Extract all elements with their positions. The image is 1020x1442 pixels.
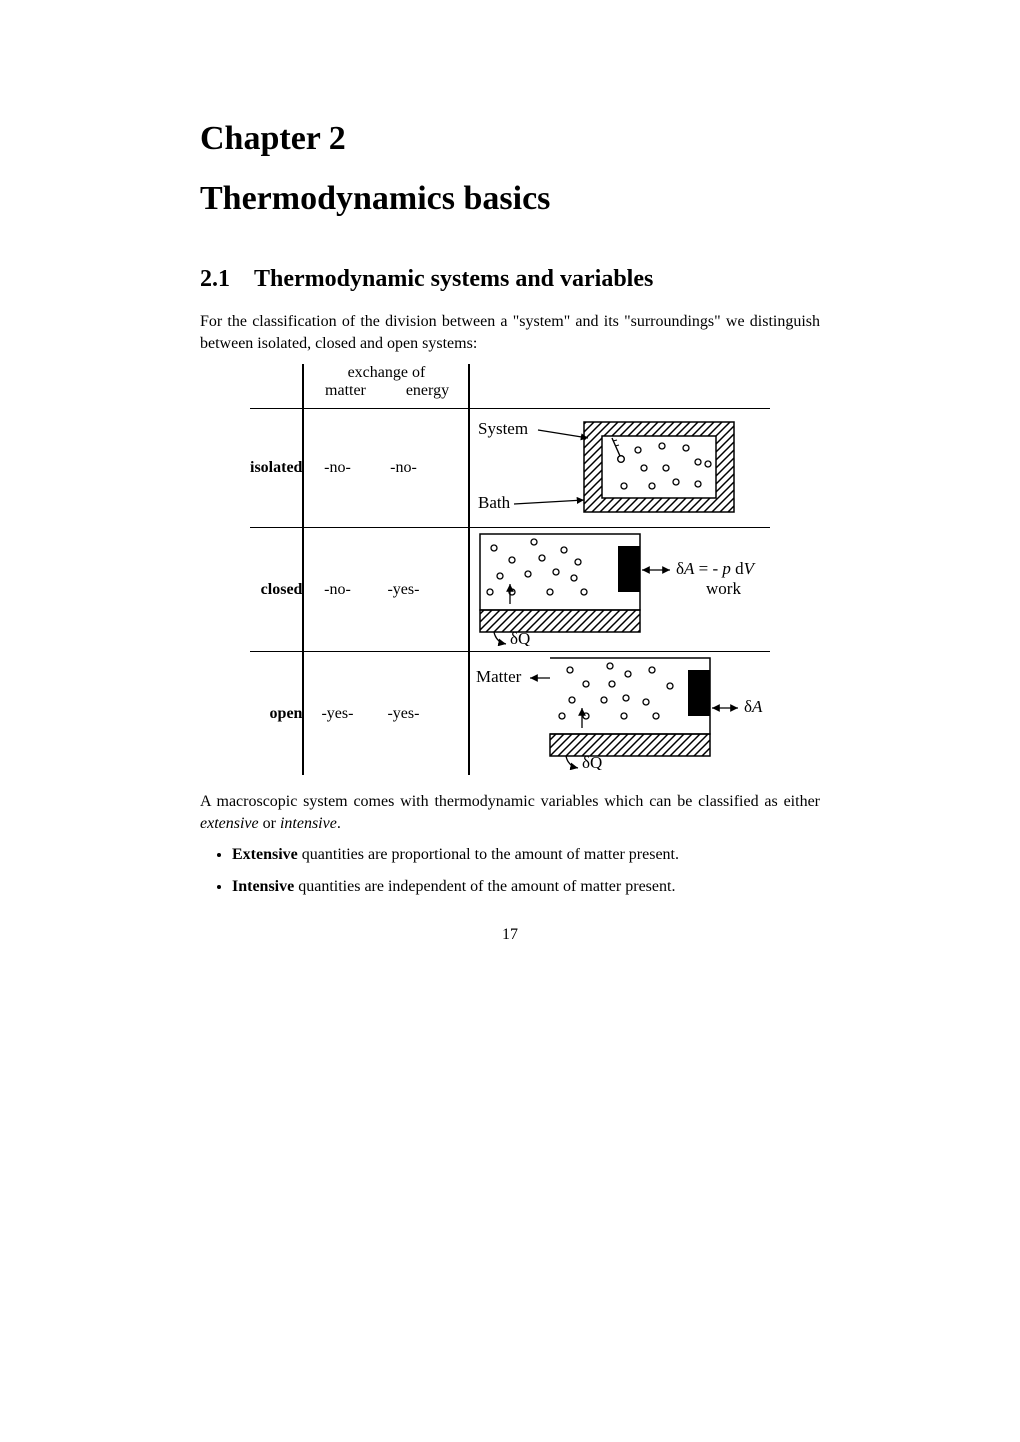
chapter-title: Thermodynamics basics bbox=[200, 180, 820, 218]
table-cell-matter: -no- bbox=[304, 531, 370, 649]
table-row-label: closed bbox=[250, 528, 303, 652]
table-row-label: isolated bbox=[250, 409, 303, 528]
list-item: Intensive quantities are independent of … bbox=[232, 876, 820, 898]
table-row-label: open bbox=[250, 652, 303, 776]
section-number: 2.1 bbox=[200, 266, 230, 292]
label-dQ: δQ bbox=[510, 629, 530, 646]
after-em-intensive: intensive bbox=[280, 815, 337, 832]
list-item: Extensive quantities are proportional to… bbox=[232, 844, 820, 866]
systems-table: exchange of matter energy isolated bbox=[250, 364, 770, 775]
diagram-isolated: System Bath bbox=[469, 409, 770, 528]
page-number: 17 bbox=[200, 926, 820, 944]
intro-paragraph: For the classification of the division b… bbox=[200, 311, 820, 354]
bullet-bold: Extensive bbox=[232, 846, 298, 863]
section-title: Thermodynamic systems and variables bbox=[254, 266, 653, 292]
piston-icon bbox=[618, 546, 640, 592]
after-em-extensive: extensive bbox=[200, 815, 259, 832]
diagram-closed: δQ δA = - p dV work bbox=[469, 528, 770, 652]
bullet-bold: Intensive bbox=[232, 878, 294, 895]
table-head-matter: matter bbox=[304, 382, 386, 406]
label-matter: Matter bbox=[476, 667, 522, 686]
table-cell-energy: -yes- bbox=[370, 655, 436, 773]
systems-figure: exchange of matter energy isolated bbox=[250, 364, 820, 775]
page: Chapter 2 Thermodynamics basics 2.1 Therm… bbox=[100, 0, 920, 1004]
bullet-list: Extensive quantities are proportional to… bbox=[200, 844, 820, 897]
piston-icon bbox=[688, 670, 710, 716]
section-heading: 2.1 Thermodynamic systems and variables bbox=[200, 266, 820, 293]
table-cell-energy: -no- bbox=[370, 409, 436, 527]
bullet-rest: quantities are proportional to the amoun… bbox=[298, 846, 679, 863]
after-text-suffix: . bbox=[337, 815, 341, 832]
label-bath: Bath bbox=[478, 493, 511, 512]
label-dQ: δQ bbox=[582, 753, 602, 770]
table-head-energy: energy bbox=[386, 382, 468, 406]
bullet-rest: quantities are independent of the amount… bbox=[294, 878, 675, 895]
label-work: work bbox=[706, 579, 741, 598]
diagram-open: Matter bbox=[469, 652, 770, 776]
after-text-prefix: A macroscopic system comes with thermody… bbox=[200, 793, 820, 810]
table-cell-energy: -yes- bbox=[370, 531, 436, 649]
table-cell-matter: -no- bbox=[304, 409, 370, 527]
after-text-mid: or bbox=[259, 815, 280, 832]
label-dA: δA = - p dV bbox=[676, 559, 757, 578]
label-system: System bbox=[478, 419, 528, 438]
chapter-label: Chapter 2 bbox=[200, 120, 820, 158]
table-cell-matter: -yes- bbox=[304, 655, 370, 773]
after-paragraph: A macroscopic system comes with thermody… bbox=[200, 791, 820, 834]
table-corner bbox=[250, 364, 303, 382]
label-dA: δA bbox=[744, 697, 763, 716]
table-head-group: exchange of bbox=[303, 364, 469, 382]
